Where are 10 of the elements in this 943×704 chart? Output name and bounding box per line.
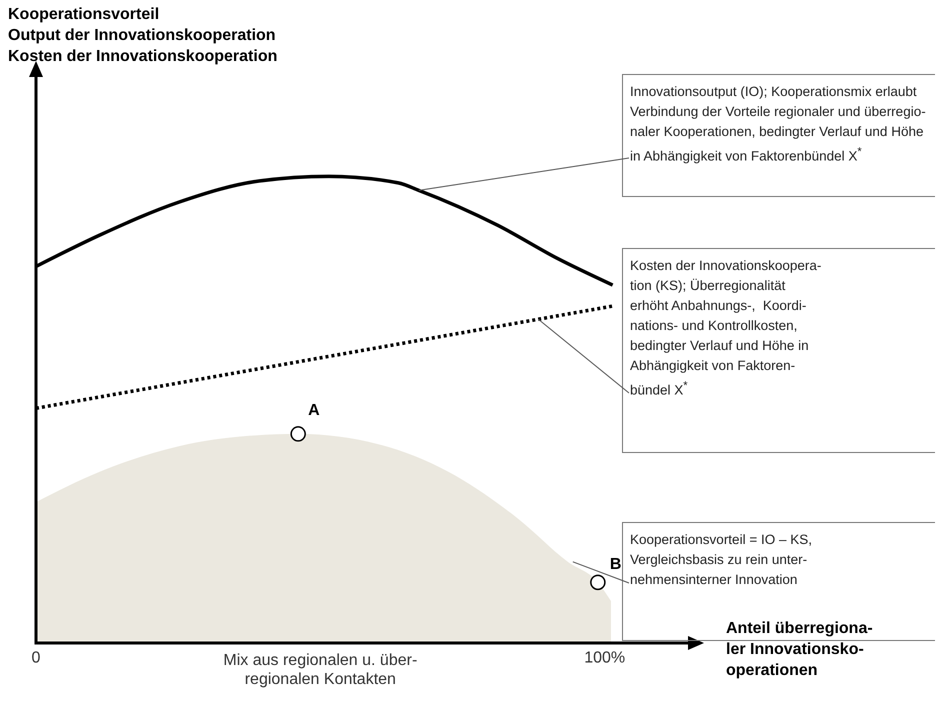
x-tick-label: 100% — [584, 649, 626, 666]
x-tick-label: 0 — [32, 649, 41, 666]
annotation: B — [610, 556, 622, 574]
annotation: Kosten der Innovationskoopera- tion (KS); Überregionalität erhöht Anbahnungs-, Koordi- nations- und Kontrollkosten, bedingter Verlauf und Höhe in Abhängigkeit von Faktoren- bündel X$^{*}$ — [630, 257, 822, 400]
annotation: Innovationsoutput (IO); Kooperationsmix erlaubt Verbindung der Vorteile regionaler und überregio- naler Kooperationen, bedingter Verlauf und Höhe in Abhängigkeit von Faktorenbündel X$^{*}$ — [630, 83, 926, 166]
text: Mix aus regionalen u. über- regionalen Kontakten — [222, 651, 418, 689]
annotation: Kooperationsvorteil = IO – KS, Vergleichsbasis zu rein unter- nehmensinterner Innovation — [630, 531, 812, 589]
annotation: A — [308, 402, 320, 420]
x-axis-title: Anteil überregiona- ler Innovationsko- operationen — [726, 619, 873, 681]
text: Kooperationsvorteil Output der Innovationskooperation Kosten der Innovationskooperation — [8, 5, 278, 67]
